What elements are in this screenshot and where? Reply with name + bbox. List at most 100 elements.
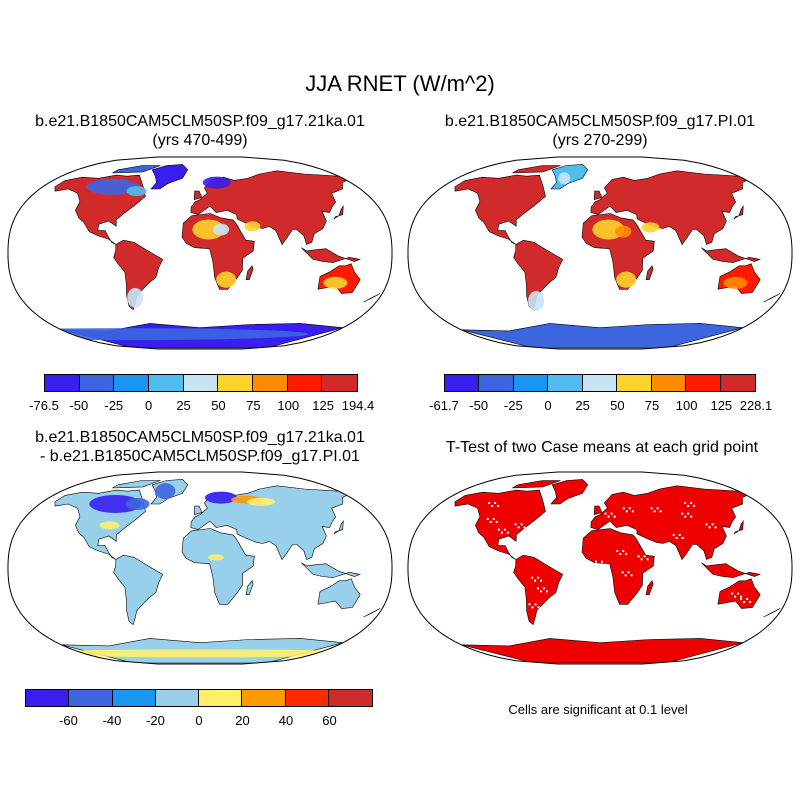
difference-colorbar-swatches [25,689,373,707]
insignificant-cell [537,606,540,609]
landmass-japan [333,520,344,535]
landmass-madagascar [645,265,654,280]
case2-title-line1: b.e21.B1850CAM5CLM50SP.f09_g17.PI.01 [444,113,756,130]
colorbar-tick-label: 100 [675,398,698,413]
landmass-indonesia [301,247,361,263]
insignificant-cell [528,603,531,606]
landmass-japan [733,205,744,220]
colorbar-swatch [720,375,755,391]
landmass-nz [763,293,781,303]
insignificant-cell [740,595,743,598]
colorbar-swatch [79,375,115,391]
ice-difference-patch [125,497,150,510]
ice-difference-patch [204,491,237,504]
insignificant-cell [537,576,540,579]
insignificant-cell [681,512,684,515]
insignificant-cell [492,517,495,520]
ice-sheet-patch [126,186,147,197]
insignificant-cell [705,523,708,526]
landmass-northAmerica [454,489,546,560]
insignificant-cell [613,515,616,518]
colorbar-tick-label: -20 [146,713,165,728]
colorbar-tick-label: -76.5 [29,398,59,413]
map-border [407,156,793,350]
colorbar-swatch [651,375,687,391]
insignificant-cell [610,512,613,515]
landmass-madagascar [245,265,254,280]
insignificant-cell [746,598,749,601]
insignificant-cell [486,517,489,520]
insignificant-cell [743,601,746,604]
insignificant-cell [619,552,622,555]
colorbar-swatch [218,375,254,391]
map-border [407,471,793,665]
difference-colorbar: -60 -40 -20 0 20 40 60 [25,689,373,733]
ttest-title: T-Test of two Case means at each grid po… [445,439,759,456]
main-title: JJA RNET (W/m^2) [305,71,495,96]
insignificant-cell [625,552,628,555]
colorbar-swatch [285,690,329,706]
landmass-indonesia [701,562,761,578]
colorbar-swatch [287,375,323,391]
insignificant-cell [737,592,740,595]
insignificant-cell [631,510,634,513]
patch [127,287,144,308]
case2-colorbar-swatches [444,374,756,392]
ttest-map [407,471,793,665]
landmass-greenland [150,164,189,190]
colorbar-swatch [445,375,480,391]
insignificant-cell [497,504,500,507]
colorbar-tick-label: 228.1 [739,398,773,413]
desert-patch [616,271,637,288]
insignificant-cell [491,504,494,507]
colorbar-tick-label: 50 [610,398,625,413]
landmass-eurasia [190,170,348,246]
insignificant-cell [531,576,534,579]
landmass-antarctica [461,323,744,349]
colorbar-swatch [199,690,243,706]
difference-patch [207,554,224,561]
case1-map [7,156,393,350]
colorbar-tick-label: 75 [246,398,261,413]
landmass-eurasia [190,485,348,561]
difference-title-line2: - b.e21.B1850CAM5CLM50SP.f09_g17.PI.01 [40,448,360,465]
significance-note: Cells are significant at 0.1 level [508,702,688,717]
colorbar-swatch [69,690,113,706]
colorbar-tick-label: -61.7 [429,398,459,413]
insignificant-cell [540,579,543,582]
colorbar-tick-label: 125 [710,398,733,413]
insignificant-cell [675,536,678,539]
ice-difference-patch [155,483,176,500]
insignificant-cell [656,507,659,510]
insignificant-cell [625,510,628,513]
landmass-australia [317,578,361,609]
insignificant-cell [523,526,526,529]
insignificant-cell [687,512,690,515]
insignificant-cell [500,531,503,534]
insignificant-cell [734,595,737,598]
case1-title-line2: (yrs 470-499) [152,132,248,149]
case1-colorbar: -76.5 -50 -25 0 25 50 75 100 125 194.4 [29,374,374,418]
colorbar-swatch [548,375,583,391]
insignificant-cell [607,515,610,518]
insignificant-cell [687,504,690,507]
difference-patch [20,649,380,658]
difference-title-line1: b.e21.B1850CAM5CLM50SP.f09_g17.21ka.01 [35,429,365,446]
desert-patch [641,222,660,233]
insignificant-cell [640,558,643,561]
insignificant-cell [534,603,537,606]
colorbar-swatch [479,375,514,391]
colorbar-swatch [155,690,199,706]
case2-colorbar: -61.7 -50 -25 0 25 50 75 100 125 228.1 [429,374,772,418]
landmass-indonesia [301,562,361,578]
colorbar-swatch [253,375,288,391]
colorbar-tick-label: 60 [322,713,337,728]
colorbar-swatch [513,375,549,391]
colorbar-swatch [149,375,184,391]
landmass-uk [593,505,603,515]
insignificant-cell [514,523,517,526]
landmass-africa [181,528,255,605]
desert-patch [615,225,632,238]
colorbar-tick-label: -50 [469,398,489,413]
colorbar-tick-label: -60 [59,713,78,728]
